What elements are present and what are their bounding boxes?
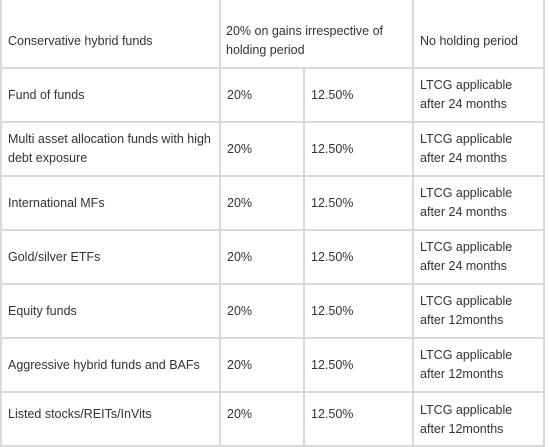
fund-name-cell: Aggressive hybrid funds and BAFs	[0, 337, 221, 393]
fund-name-cell: Multi asset allocation funds with high d…	[0, 121, 221, 177]
old-rate-cell: 20%	[219, 175, 305, 231]
holding-condition-cell: LTCG applicable after 12months	[412, 391, 546, 447]
table-row: Fund of funds 20% 12.50% LTCG applicable…	[0, 67, 546, 123]
table-row: International MFs 20% 12.50% LTCG applic…	[0, 175, 546, 231]
holding-condition-cell: LTCG applicable after 24 months	[412, 67, 546, 123]
fund-name-cell: Fund of funds	[0, 67, 221, 123]
tax-rate-merged-cell: 20% on gains irrespective of holding per…	[218, 0, 415, 69]
table-row: Gold/silver ETFs 20% 12.50% LTCG applica…	[0, 229, 546, 285]
holding-condition-cell: LTCG applicable after 12months	[412, 337, 546, 393]
new-rate-cell: 12.50%	[302, 337, 415, 393]
fund-name-cell: Conservative hybrid funds	[0, 0, 221, 69]
fund-name-cell: Equity funds	[0, 283, 221, 339]
fund-name-cell: International MFs	[0, 175, 221, 231]
table-row: Aggressive hybrid funds and BAFs 20% 12.…	[0, 337, 546, 393]
new-rate-cell: 12.50%	[302, 229, 415, 285]
table-row: Listed stocks/REITs/InVits 20% 12.50% LT…	[0, 391, 546, 447]
new-rate-cell: 12.50%	[302, 391, 415, 447]
table-row: Equity funds 20% 12.50% LTCG applicable …	[0, 283, 546, 339]
old-rate-cell: 20%	[219, 121, 305, 177]
table-row: Conservative hybrid funds 20% on gains i…	[0, 0, 546, 69]
old-rate-cell: 20%	[219, 391, 305, 447]
new-rate-cell: 12.50%	[302, 283, 415, 339]
old-rate-cell: 20%	[219, 229, 305, 285]
old-rate-cell: 20%	[219, 67, 305, 123]
new-rate-cell: 12.50%	[302, 175, 415, 231]
holding-condition-cell: LTCG applicable after 24 months	[412, 229, 546, 285]
fund-name-cell: Gold/silver ETFs	[0, 229, 221, 285]
holding-condition-cell: LTCG applicable after 12months	[412, 283, 546, 339]
old-rate-cell: 20%	[219, 283, 305, 339]
table-row: Multi asset allocation funds with high d…	[0, 121, 546, 177]
holding-condition-cell: LTCG applicable after 24 months	[412, 121, 546, 177]
old-rate-cell: 20%	[219, 337, 305, 393]
new-rate-cell: 12.50%	[302, 121, 415, 177]
holding-condition-cell: No holding period	[412, 0, 546, 69]
holding-condition-cell: LTCG applicable after 24 months	[412, 175, 546, 231]
new-rate-cell: 12.50%	[302, 67, 415, 123]
fund-name-cell: Listed stocks/REITs/InVits	[0, 391, 221, 447]
